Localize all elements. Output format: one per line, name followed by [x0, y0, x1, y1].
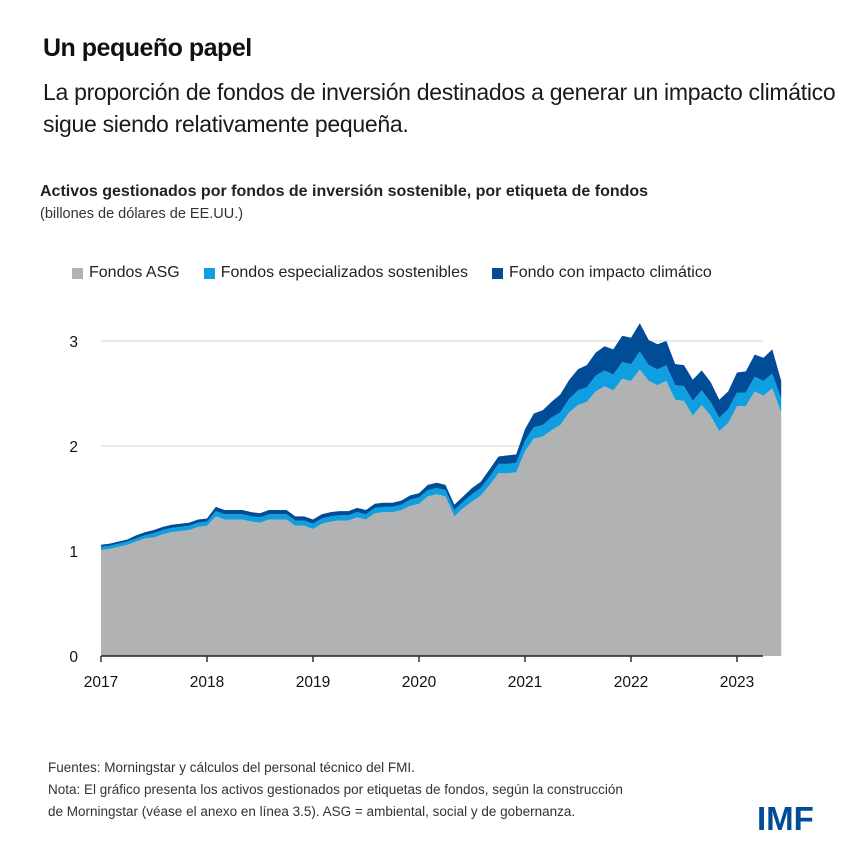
legend-swatch-climate	[491, 267, 503, 279]
y-tick-label: 2	[69, 439, 78, 456]
x-tick-labels: 2017 2018 2019 2020 2021 2022 2023	[84, 674, 754, 691]
x-tick-label: 2022	[614, 674, 648, 691]
legend-swatch-asg	[72, 267, 83, 279]
note-text-line2: de Morningstar (véase el anexo en línea …	[48, 804, 576, 819]
imf-logo: IMF	[757, 800, 814, 837]
series-areas	[101, 323, 782, 656]
y-tick-label: 0	[69, 649, 78, 666]
y-tick-labels: 0 1 2 3	[69, 334, 78, 666]
y-tick-label: 1	[69, 544, 78, 561]
legend-label-asg: Fondos ASG	[89, 264, 180, 281]
x-tick-label: 2020	[402, 674, 437, 691]
x-tick-label: 2017	[84, 674, 118, 691]
stacked-area-chart: 0 1 2 3 2017 2018 2019 2020 2021 2022 2023	[69, 323, 782, 691]
legend-label-climate: Fondo con impacto climático	[508, 264, 712, 281]
chart-title: Activos gestionados por fondos de invers…	[40, 183, 649, 200]
legend-item-climate: Fondo con impacto climático	[491, 264, 712, 282]
note-text-line1: Nota: El gráfico presenta los activos ge…	[48, 782, 623, 797]
sources-text: Fuentes: Morningstar y cálculos del pers…	[48, 760, 415, 775]
legend-label-sustainable: Fondos especializados sostenibles	[220, 264, 468, 281]
axes	[100, 655, 763, 662]
area-fondos-asg	[101, 369, 782, 656]
chart-legend: Fondos ASG Fondos especializados sosteni…	[72, 264, 736, 282]
x-tick-label: 2018	[190, 674, 224, 691]
page-title: Un pequeño papel	[43, 34, 252, 62]
x-tick-label: 2021	[508, 674, 542, 691]
legend-item-sustainable: Fondos especializados sostenibles	[203, 264, 468, 282]
legend-item-asg: Fondos ASG	[72, 264, 180, 282]
y-tick-label: 3	[69, 334, 78, 351]
x-tick-label: 2019	[296, 674, 330, 691]
chart-notes: Fuentes: Morningstar y cálculos del pers…	[48, 757, 623, 823]
page-subtitle: La proporción de fondos de inversión des…	[43, 79, 836, 137]
x-tick-label: 2023	[720, 674, 754, 691]
chart-units: (billones de dólares de EE.UU.)	[40, 206, 244, 222]
legend-swatch-sustainable	[203, 267, 215, 279]
area-fondos-especializados	[101, 351, 782, 550]
